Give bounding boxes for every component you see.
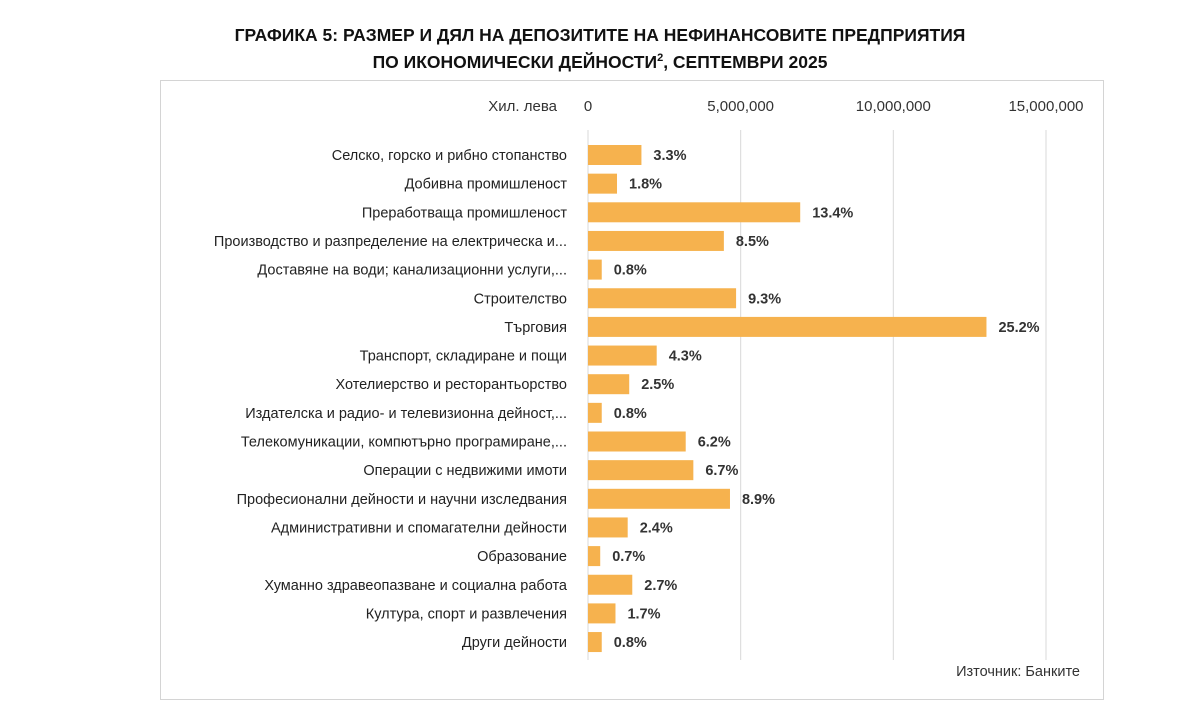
category-label: Селско, горско и рибно стопанство — [332, 148, 567, 164]
bar — [588, 574, 633, 595]
data-label: 0.7% — [612, 549, 645, 565]
bar — [588, 230, 724, 251]
bar — [588, 603, 616, 624]
x-tick-label: 10,000,000 — [856, 98, 931, 115]
bar — [588, 345, 657, 366]
data-label: 2.4% — [640, 520, 673, 536]
data-label: 0.8% — [614, 263, 647, 279]
data-label: 8.9% — [742, 492, 775, 508]
data-label: 6.2% — [698, 435, 731, 451]
bar — [588, 431, 686, 452]
category-label: Други дейности — [462, 635, 567, 651]
chart-title-line-1: ГРАФИКА 5: РАЗМЕР И ДЯЛ НА ДЕПОЗИТИТЕ НА… — [0, 24, 1200, 46]
chart-title-footnote: 2 — [657, 52, 664, 64]
x-tick-label: 0 — [584, 98, 592, 115]
data-label: 9.3% — [748, 291, 781, 307]
bar — [588, 632, 602, 653]
value-labels: 3.3% 1.8% 13.4% 8.5% 0.8% 9.3% 25.2% 4.3% 2.5% 0.… — [612, 148, 1039, 651]
unit-label: Хил. лева — [488, 98, 557, 115]
chart-title-line-2: ПО ИКОНОМИЧЕСКИ ДЕЙНОСТИ2, СЕПТЕМВРИ 202… — [0, 47, 1200, 73]
data-label: 4.3% — [669, 349, 702, 365]
category-label: Професионални дейности и научни изследва… — [237, 492, 567, 508]
category-label: Транспорт, складиране и пощи — [360, 349, 567, 365]
category-label: Телекомуникации, компютърно програмиране… — [241, 435, 567, 451]
bar — [588, 259, 602, 280]
category-label: Преработваща промишленост — [362, 205, 568, 221]
bar — [588, 546, 601, 567]
data-label: 8.5% — [736, 234, 769, 250]
chart-title-suffix: , СЕПТЕМВРИ 2025 — [663, 51, 828, 72]
bar — [588, 517, 628, 538]
bar — [588, 202, 801, 223]
data-label: 6.7% — [705, 463, 738, 479]
category-label: Добивна промишленост — [405, 177, 568, 193]
category-label: Доставяне на води; канализационни услуги… — [257, 263, 567, 279]
x-tick-label: 5,000,000 — [707, 98, 774, 115]
bar — [588, 374, 630, 395]
data-label: 25.2% — [998, 320, 1039, 336]
source-note: Източник: Банките — [956, 664, 1080, 680]
data-label: 0.8% — [614, 635, 647, 651]
data-label: 1.7% — [627, 606, 660, 622]
bars — [588, 145, 987, 653]
data-label: 2.5% — [641, 377, 674, 393]
chart-frame — [160, 80, 1104, 700]
chart-title-text-2: ПО ИКОНОМИЧЕСКИ ДЕЙНОСТИ — [372, 51, 658, 72]
category-label: Операции с недвижими имоти — [363, 463, 567, 479]
category-label: Административни и спомагателни дейности — [271, 520, 567, 536]
bar — [588, 145, 642, 165]
category-label: Строителство — [474, 291, 567, 307]
category-label: Издателска и радио- и телевизионна дейно… — [245, 406, 567, 422]
bar — [588, 402, 602, 423]
category-label: Производство и разпределение на електрич… — [214, 234, 567, 250]
bar — [588, 488, 730, 509]
x-tick-label: 15,000,000 — [1008, 98, 1083, 115]
x-axis-ticks: 0 5,000,000 10,000,000 15,000,000 — [584, 98, 1084, 115]
category-label: Хотелиерство и ресторантьорство — [335, 377, 567, 393]
category-label: Образование — [477, 549, 567, 565]
category-labels: Селско, горско и рибно стопанство Добивна… — [214, 148, 568, 651]
category-label: Хуманно здравеопазване и социална работа — [264, 578, 568, 594]
category-label: Култура, спорт и развлечения — [366, 606, 567, 622]
data-label: 0.8% — [614, 406, 647, 422]
bar — [588, 316, 987, 337]
chart-title-text-1: ГРАФИКА 5: РАЗМЕР И ДЯЛ НА ДЕПОЗИТИТЕ НА… — [234, 25, 966, 45]
data-label: 3.3% — [653, 148, 686, 164]
data-label: 2.7% — [644, 578, 677, 594]
data-label: 1.8% — [629, 177, 662, 193]
bar — [588, 460, 694, 481]
category-label: Търговия — [504, 320, 567, 336]
bar — [588, 288, 737, 309]
bar — [588, 173, 618, 194]
data-label: 13.4% — [812, 205, 853, 221]
